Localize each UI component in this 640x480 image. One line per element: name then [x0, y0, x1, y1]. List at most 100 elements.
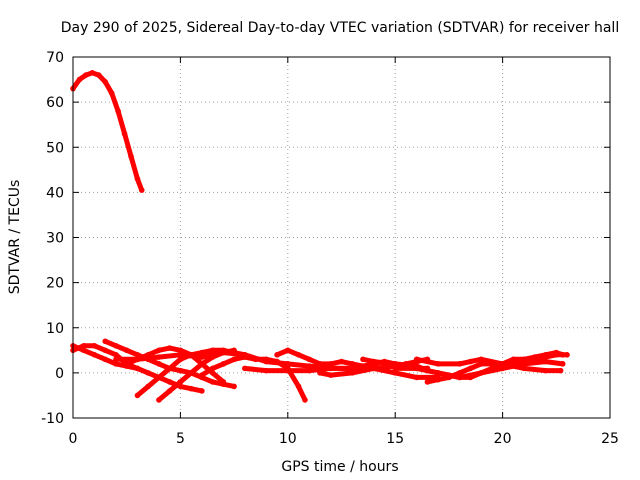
data-point [156, 354, 162, 360]
x-tick-label: 10 [279, 431, 297, 447]
y-axis-label: SDTVAR / TECUs [7, 180, 23, 295]
x-tick-label: 5 [176, 431, 185, 447]
data-point [349, 370, 356, 376]
data-point [134, 392, 141, 399]
data-point [435, 370, 441, 376]
data-point [306, 367, 313, 374]
data-series [70, 69, 570, 403]
series-arc-h [199, 354, 308, 403]
data-point [220, 349, 227, 356]
y-tick-label: 0 [55, 366, 64, 382]
data-point [231, 356, 237, 363]
series-arc-f [123, 345, 227, 385]
data-point [295, 352, 302, 358]
data-point [231, 383, 237, 390]
data-point [177, 356, 184, 363]
data-point [532, 354, 538, 360]
y-tick-label: 20 [46, 276, 64, 292]
data-point [510, 356, 517, 363]
data-point [435, 376, 441, 383]
data-point [424, 379, 431, 385]
x-tick-label: 0 [69, 431, 78, 447]
series-arc-j [242, 365, 441, 381]
data-point [199, 361, 205, 367]
data-point [113, 356, 119, 363]
x-tick-label: 25 [601, 431, 619, 447]
data-point [199, 349, 205, 356]
data-point [102, 356, 109, 363]
data-point [478, 370, 484, 376]
data-point [166, 345, 173, 351]
data-point [89, 69, 96, 76]
chart-title: Day 290 of 2025, Sidereal Day-to-day VTE… [61, 20, 619, 36]
data-point [360, 356, 366, 363]
data-point [263, 367, 270, 374]
data-point [209, 347, 216, 354]
data-point [128, 153, 134, 160]
data-point [188, 385, 194, 392]
data-point [435, 361, 441, 367]
data-point [76, 76, 83, 83]
data-point [121, 130, 128, 137]
data-point [413, 374, 420, 381]
data-point [95, 72, 102, 78]
y-tick-label: 30 [46, 231, 64, 247]
x-tick-label: 15 [386, 431, 404, 447]
data-point [199, 388, 205, 394]
data-point [327, 372, 334, 378]
data-point [134, 176, 141, 182]
x-tick-label: 20 [494, 431, 512, 447]
data-point [467, 365, 474, 372]
data-point [199, 372, 205, 378]
data-point [285, 347, 291, 354]
data-point [134, 356, 141, 363]
data-point [177, 367, 184, 374]
data-point [209, 379, 216, 385]
data-point [156, 347, 162, 354]
data-point [108, 90, 115, 96]
data-point [456, 370, 463, 376]
data-point [156, 361, 162, 367]
data-point [145, 370, 151, 376]
y-tick-label: -10 [41, 411, 64, 427]
data-point [542, 367, 549, 374]
data-point [177, 347, 184, 354]
data-point [489, 365, 495, 372]
data-point [113, 352, 119, 358]
data-point [134, 365, 141, 372]
data-point [252, 356, 259, 363]
data-point [123, 361, 130, 367]
data-point [413, 358, 420, 365]
y-tick-label: 10 [46, 321, 64, 337]
data-point [370, 358, 377, 365]
data-point [91, 343, 98, 349]
data-point [115, 108, 121, 114]
data-point [424, 356, 431, 363]
data-point [209, 365, 216, 372]
data-point [188, 370, 194, 376]
data-point [521, 365, 527, 372]
data-point [349, 361, 356, 367]
data-point [413, 365, 420, 372]
data-point [83, 72, 89, 78]
data-point [102, 347, 109, 354]
data-point [306, 363, 313, 369]
data-point [559, 361, 566, 367]
data-point [370, 365, 377, 372]
data-point [102, 79, 109, 85]
data-point [392, 370, 399, 376]
data-point [145, 383, 151, 390]
data-point [499, 361, 506, 367]
data-point [113, 343, 119, 349]
data-point [220, 361, 227, 367]
data-point [478, 356, 484, 363]
data-point [392, 363, 399, 369]
data-point [166, 388, 173, 394]
data-point [242, 354, 248, 360]
data-point [557, 367, 564, 374]
y-tick-label: 50 [46, 140, 64, 156]
data-point [327, 365, 334, 372]
data-point [478, 361, 484, 367]
series-line [242, 365, 441, 380]
data-point [274, 358, 280, 365]
